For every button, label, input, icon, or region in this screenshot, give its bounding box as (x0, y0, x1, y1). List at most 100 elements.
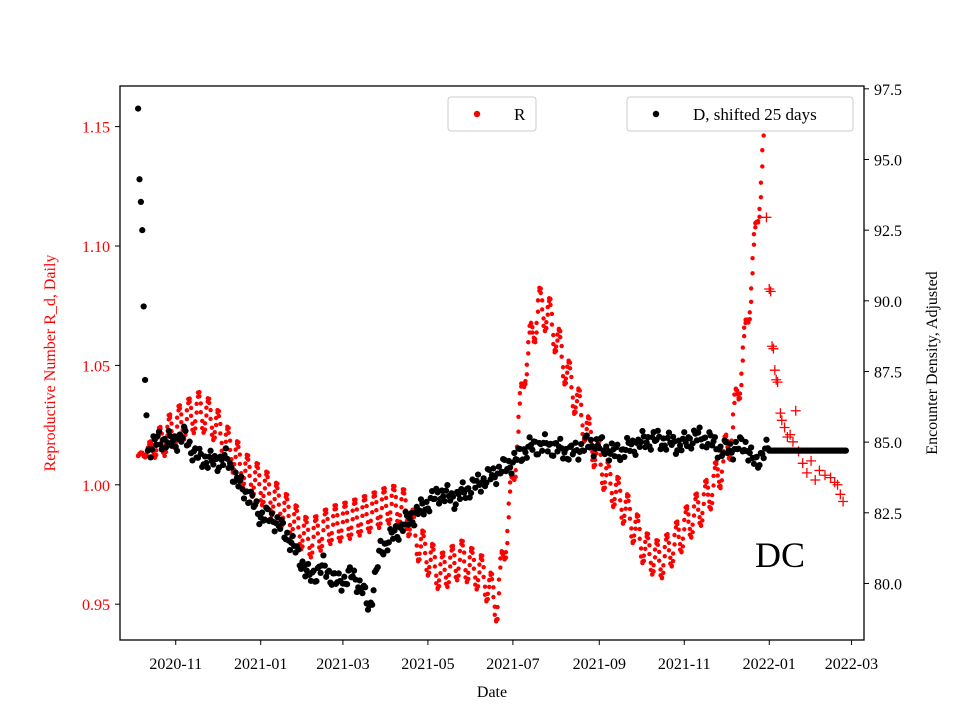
r-series-point (324, 510, 329, 516)
r-series-point (675, 521, 680, 527)
d-series-point (750, 460, 758, 467)
r-series-point (666, 548, 672, 553)
d-series-point (578, 440, 585, 448)
r-series-point (569, 374, 574, 380)
r-series-point (329, 530, 334, 536)
plot-content (135, 105, 849, 624)
r-series-point (227, 438, 233, 443)
r-plus-point (771, 374, 782, 385)
r-series-point (403, 498, 408, 503)
r-series-point (682, 517, 687, 523)
d-series-point (238, 473, 245, 480)
r-series-point (534, 320, 539, 326)
r-series-point (315, 523, 321, 528)
d-series-point (654, 427, 661, 434)
d-series-point (256, 521, 263, 528)
r-series-point (208, 416, 213, 422)
r-series-point (661, 570, 666, 575)
d-series-point (534, 451, 542, 458)
r-series-point (325, 516, 330, 522)
r-series-point (631, 533, 637, 538)
r-series-point (570, 395, 576, 400)
x-tick-label: 2021-11 (658, 656, 711, 673)
r-plus-point (838, 496, 849, 507)
r-series-point (432, 564, 438, 569)
d-series-point (508, 470, 515, 477)
r-series-point (372, 493, 378, 499)
d-series-point (196, 445, 203, 452)
r-series-point (188, 413, 194, 419)
y-right-tick-label: 85.0 (874, 435, 902, 452)
r-series-point (528, 321, 534, 326)
legend-r-box (447, 96, 537, 132)
r-series-point (719, 469, 725, 474)
r-series-point (174, 424, 180, 429)
r-series-point (517, 390, 523, 396)
d-series-point (143, 412, 150, 419)
r-series-point (184, 408, 190, 413)
d-series-point (140, 303, 147, 310)
r-series-point (177, 406, 183, 411)
r-series-point (750, 255, 755, 261)
r-plus-point (835, 489, 846, 500)
r-series-point (389, 501, 394, 507)
d-series-point (550, 452, 557, 459)
d-series-point (204, 464, 211, 471)
r-series-point (236, 440, 241, 445)
r-series-point (467, 562, 472, 568)
r-series-point (651, 569, 656, 574)
r-series-point (243, 468, 248, 474)
d-series-point (385, 539, 392, 546)
r-series-point (652, 555, 658, 560)
r-series-point (670, 551, 676, 556)
r-series-point (252, 477, 258, 483)
r-series-point (558, 328, 563, 334)
r-series-point (461, 559, 467, 564)
r-series-point (454, 577, 460, 583)
r-plus-point (782, 432, 793, 443)
d-series-point (218, 456, 225, 464)
r-series-point (577, 388, 582, 393)
r-series-point (191, 430, 197, 435)
r-series-point (506, 515, 511, 520)
panel-label: DC (755, 535, 805, 575)
d-series-point (174, 447, 181, 454)
r-series-point (658, 567, 663, 572)
r-series-point (477, 562, 482, 567)
r-series-point (705, 485, 711, 490)
d-series-point (717, 443, 724, 450)
r-series-point (637, 526, 642, 532)
r-series-point (353, 500, 358, 506)
r-series-point (741, 325, 747, 330)
d-series-point (554, 448, 561, 455)
r-series-point (237, 452, 243, 457)
r-series-point (305, 527, 311, 532)
d-series-point (271, 528, 278, 535)
r-series-point (374, 499, 379, 505)
d-series-point (511, 449, 518, 457)
r-series-point (434, 573, 439, 578)
r-series-point (209, 425, 215, 430)
r-series-point (574, 399, 580, 404)
d-series-point (370, 587, 377, 594)
d-series-point (359, 590, 366, 597)
r-series-point (573, 405, 578, 410)
r-series-point (730, 412, 736, 417)
r-series-point (262, 478, 268, 483)
d-series-point (670, 433, 677, 440)
r-series-point (436, 578, 442, 583)
r-series-point (662, 544, 667, 550)
r-series-point (448, 555, 453, 560)
r-series-point (740, 358, 745, 363)
r-series-point (422, 541, 428, 547)
r-series-point (212, 435, 217, 440)
y-axis-right: 80.0 82.5 85.0 87.5 90.0 92.5 95.0 97.5 (864, 82, 902, 593)
r-series-point (565, 370, 570, 375)
r-series-point (641, 558, 647, 564)
r-series-point (718, 483, 723, 489)
r-series-point (709, 492, 715, 498)
d-series-point (590, 453, 597, 460)
r-series-point (266, 491, 272, 496)
r-series-point (651, 562, 656, 568)
d-series-point (465, 485, 472, 492)
